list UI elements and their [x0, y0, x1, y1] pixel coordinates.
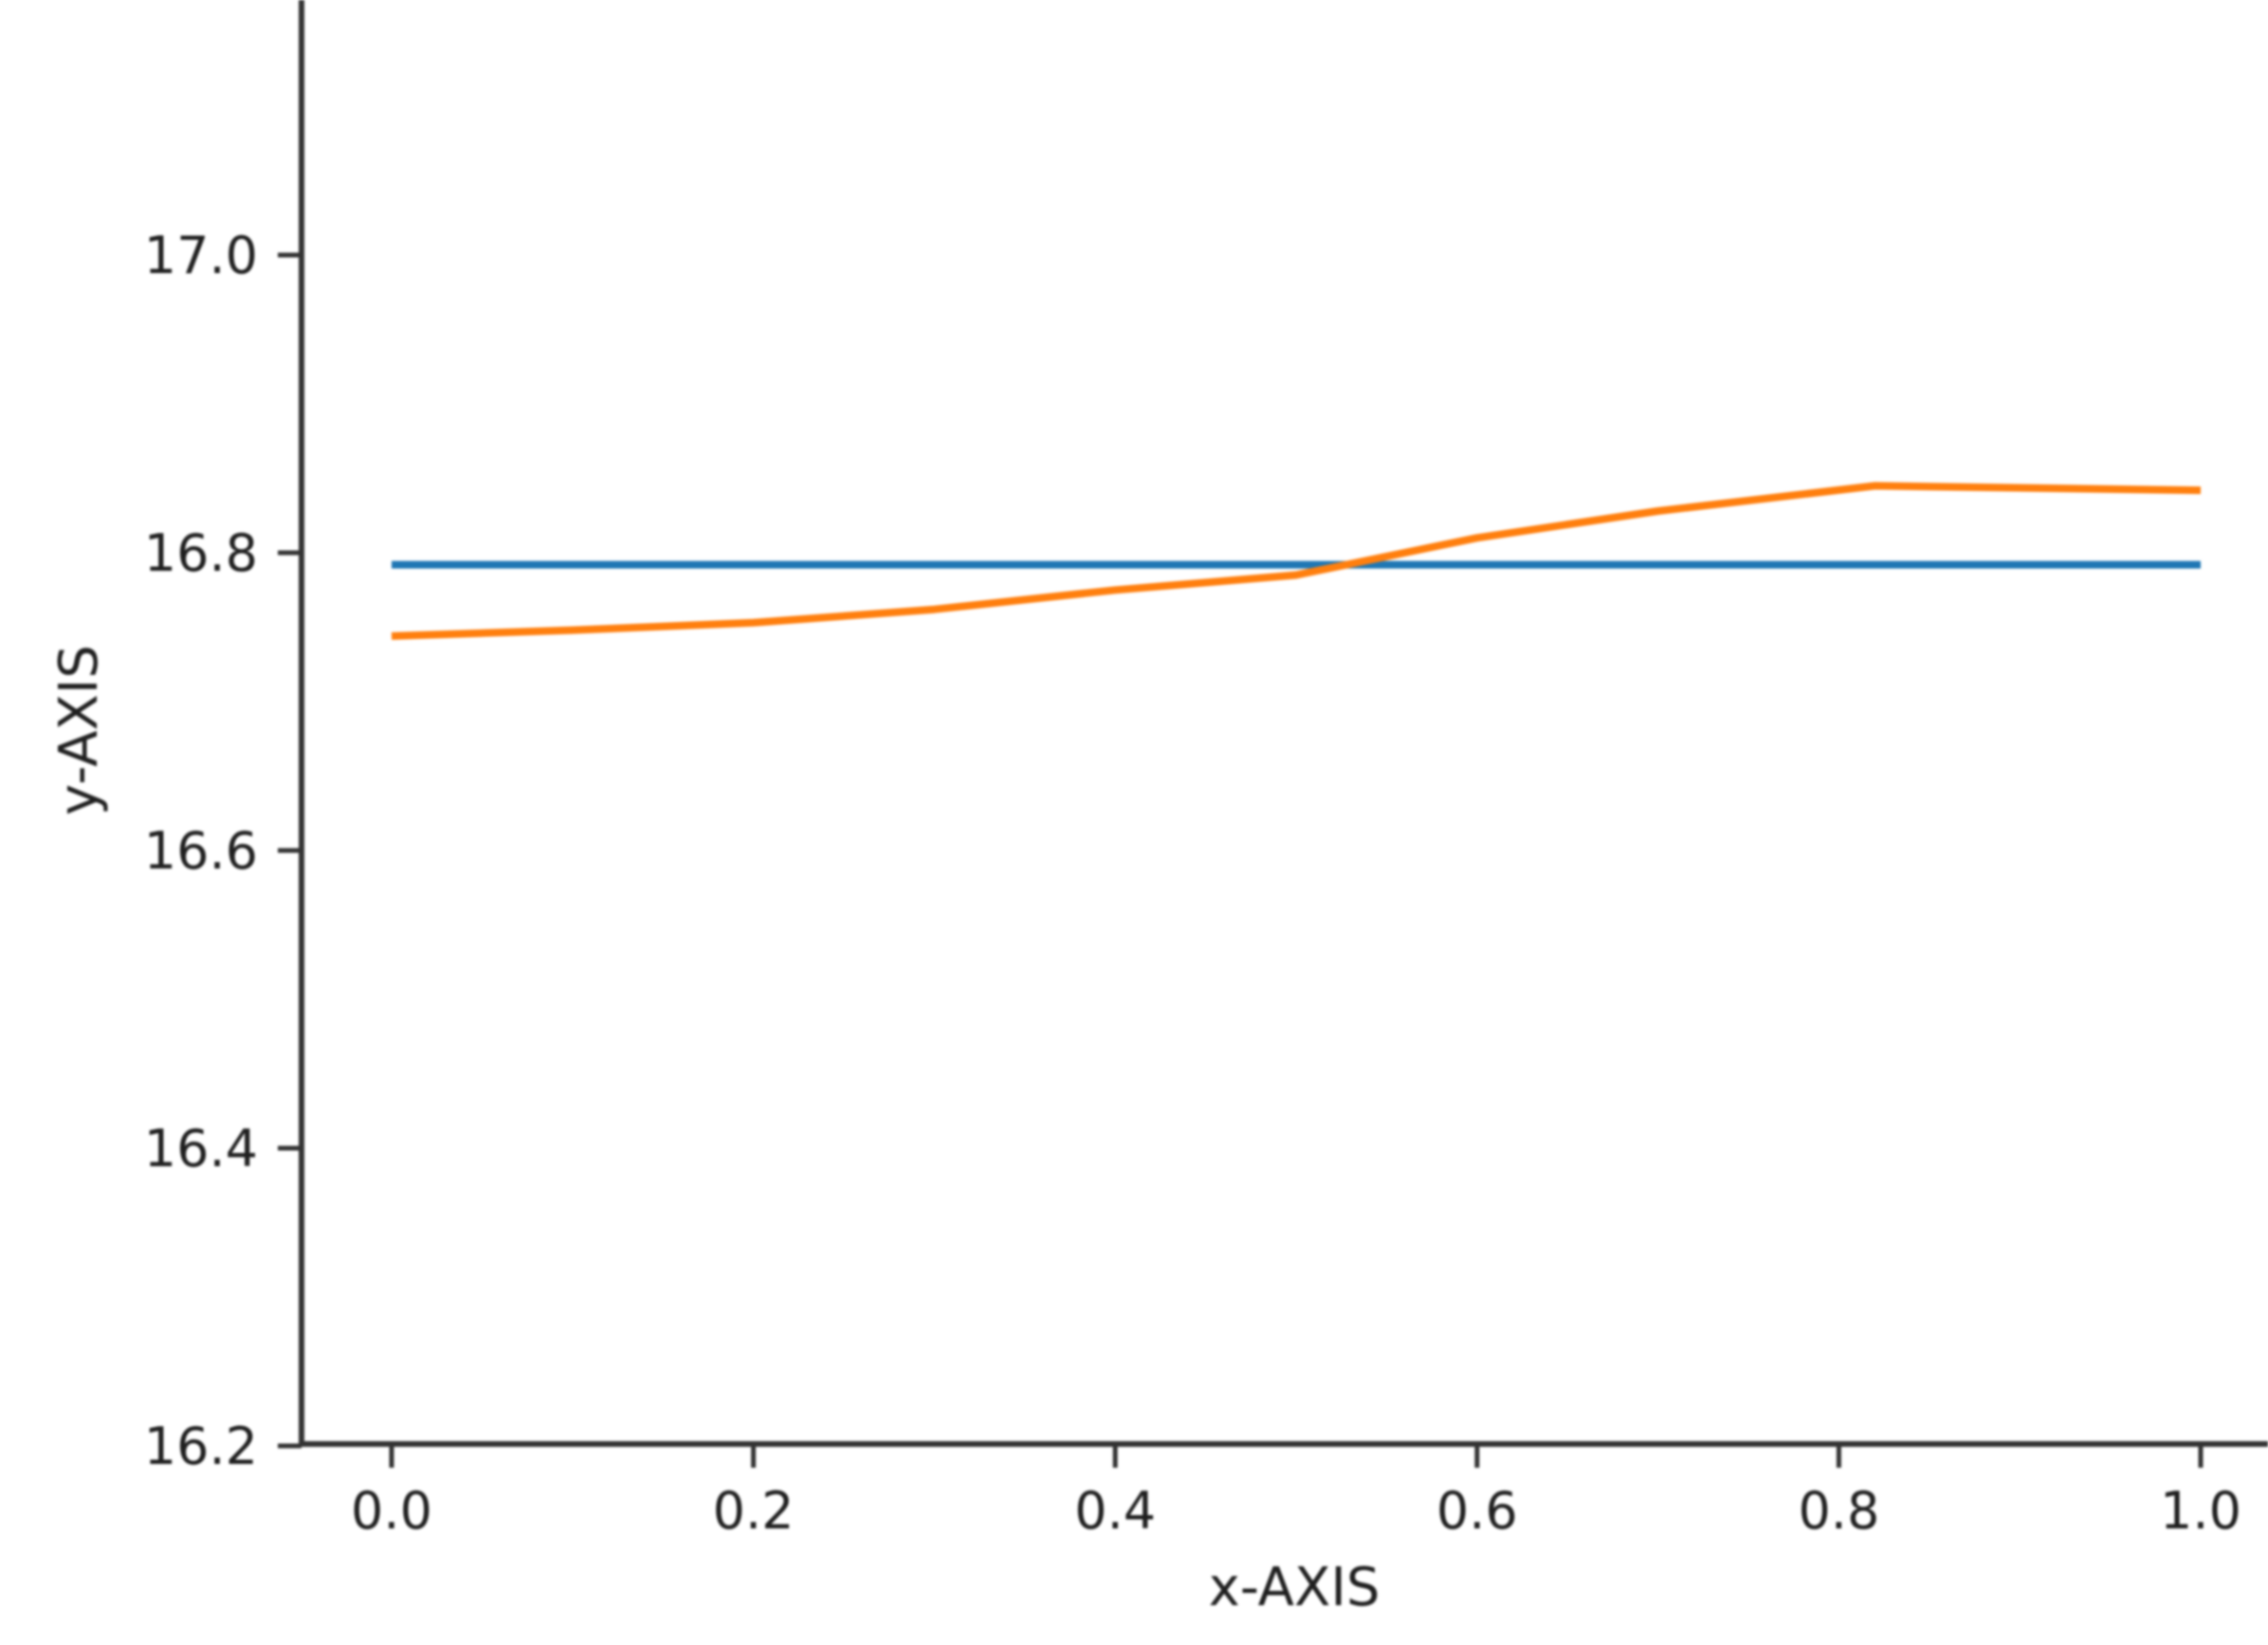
x-tick-label: 0.2: [713, 1481, 795, 1541]
x-tick-label: 1.0: [2160, 1481, 2241, 1541]
y-tick-label: 16.8: [144, 523, 258, 583]
y-axis-title: y-AXIS: [48, 645, 110, 815]
x-tick-label: 0.8: [1798, 1481, 1879, 1541]
series-rising-curve: [391, 482, 2202, 640]
y-tick-label: 16.6: [144, 821, 258, 881]
x-tick-label: 0.4: [1074, 1481, 1156, 1541]
x-axis-title: x-AXIS: [1209, 1557, 1381, 1618]
chart-plot-area: 0.0 0.2 0.4 0.6 0.8 1.0 16.2 16.4 16.6 16.8 17.0: [144, 0, 2268, 1541]
x-tick-label: 0.6: [1436, 1481, 1518, 1541]
x-tick-label: 0.0: [351, 1481, 432, 1541]
y-tick-label: 16.4: [144, 1119, 258, 1179]
y-tick-label: 16.2: [144, 1417, 258, 1476]
y-tick-label: 17.0: [144, 226, 258, 285]
